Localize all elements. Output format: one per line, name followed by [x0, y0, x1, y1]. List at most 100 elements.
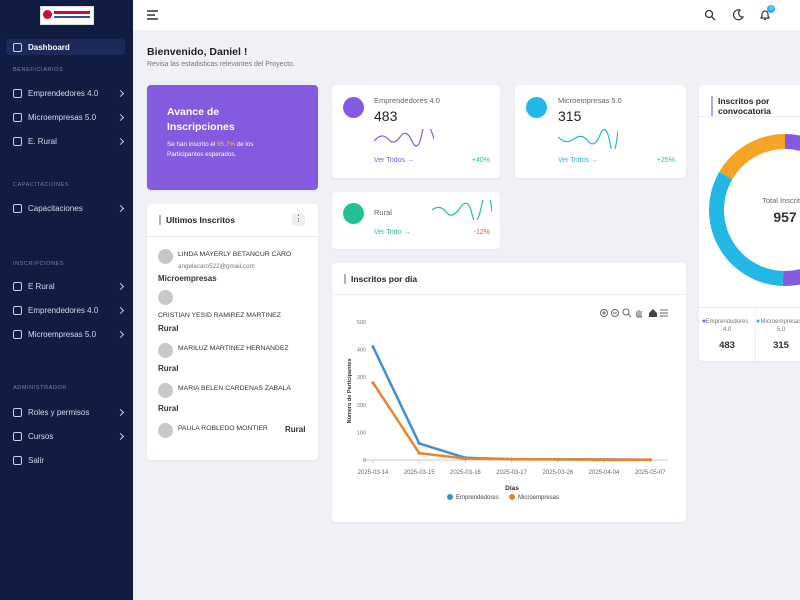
stat-value: 315	[558, 108, 582, 124]
x-tick-label: 2025-03-15	[404, 470, 435, 476]
recent-type: Rural	[158, 364, 179, 373]
card-title: Inscritos por convocatoria	[711, 96, 800, 116]
card-title: Inscritos por día	[344, 274, 417, 284]
nav-label: Salir	[28, 455, 45, 465]
progress-title: Avance de Inscripciones	[167, 106, 235, 133]
line-chart-card: Inscritos por día 0 100 200 300 400 500 2025-0…	[332, 263, 686, 522]
nav-item-active[interactable]: Dashboard	[6, 39, 125, 55]
nav-item[interactable]: E. Rural	[13, 133, 125, 149]
avatar	[158, 423, 173, 438]
search-icon[interactable]	[704, 9, 716, 21]
card-title: Ultimos Inscritos	[159, 215, 235, 225]
nav-section: CAPACITACIONES	[13, 182, 70, 188]
theme-icon[interactable]	[732, 9, 744, 21]
x-tick-label: 2025-03-26	[542, 470, 573, 476]
legend-marker	[702, 319, 706, 323]
nav-label: Roles y permisos	[28, 407, 90, 417]
menu-toggle[interactable]	[147, 10, 159, 20]
progress-text-after: de los Participantes esperados.	[167, 141, 254, 158]
chart-toolbar[interactable]	[600, 307, 672, 319]
divider	[332, 294, 686, 295]
bell-icon[interactable]	[759, 9, 771, 21]
legend-label: Emprendedores	[456, 495, 499, 501]
divider	[699, 307, 800, 308]
nav-label: Dashboard	[28, 42, 70, 52]
avatar	[158, 290, 173, 305]
stat-label: Microempresas 5.0	[558, 96, 622, 105]
nav-item[interactable]: Capacitaciones	[13, 200, 125, 216]
recent-name: MARILUZ MARTINEZ HERNANDEZ	[178, 345, 289, 352]
data-point	[510, 457, 514, 461]
recent-name: LINDA MAYERLY BETANCUR CARO	[178, 251, 292, 258]
legend-marker	[509, 494, 515, 500]
series-line	[371, 382, 651, 461]
nav-item[interactable]: Emprendedores 4.0	[13, 85, 125, 101]
recent-card: Ultimos Inscritos ⋮ LINDA MAYERLY BETANC…	[147, 204, 318, 460]
recent-name: PAULA ROBLEDO MONTIER	[178, 425, 268, 432]
nav-section: INSCRIPCIONES	[13, 261, 65, 267]
recent-type: Rural	[158, 404, 179, 413]
avatar	[158, 249, 173, 264]
nav-item[interactable]: Cursos	[13, 428, 125, 444]
donut-segment	[709, 171, 784, 286]
stat-icon	[526, 97, 547, 118]
nav-item[interactable]: Microempresas 5.0	[13, 326, 125, 342]
x-tick-label: 2025-04-04	[589, 470, 620, 476]
nav-label: Emprendedores 4.0	[28, 305, 99, 315]
stat-label: Rural	[374, 208, 392, 217]
stat-value: 483	[374, 108, 398, 124]
nav-item[interactable]: Salir	[13, 452, 123, 468]
nav-item[interactable]: Emprendedores 4.0	[13, 302, 125, 318]
stat-link[interactable]: Ver Todos →	[558, 157, 598, 164]
more-button[interactable]: ⋮	[292, 213, 305, 226]
y-axis-title: Número de Participantes	[347, 359, 353, 424]
y-tick-label: 200	[357, 403, 366, 409]
divider	[755, 307, 756, 361]
data-point	[371, 345, 375, 349]
stat-card: Emprendedores 4.0 483 Ver Todos → +40%	[332, 85, 500, 178]
avatar	[158, 343, 173, 358]
data-point	[556, 457, 560, 462]
nav-label: E. Rural	[28, 136, 57, 146]
y-tick-label: 0	[363, 458, 366, 464]
recent-email: angelacaro522@gmail.com	[178, 263, 255, 270]
legend-value: 483	[719, 340, 735, 351]
stat-change: +25%	[656, 157, 675, 164]
stat-link-text: Ver Todos	[374, 157, 406, 164]
stat-link[interactable]: Ver Todos →	[374, 157, 414, 164]
data-point	[417, 441, 421, 446]
welcome-subtitle: Revisa las estadisticas relevantes del P…	[147, 61, 295, 68]
x-tick-label: 2025-03-17	[496, 470, 527, 476]
progress-text: Se han inscrito el 95.7% de los Particip…	[167, 140, 262, 159]
x-tick-label: 2025-05-07	[635, 470, 666, 476]
sparkline	[374, 129, 434, 147]
avatar	[158, 383, 173, 398]
nav-label: Emprendedores 4.0	[28, 88, 99, 98]
stat-card: Rural Ver Todo → -12%	[332, 192, 500, 249]
recent-type: Rural	[158, 324, 179, 333]
nav-label: Cursos	[28, 431, 54, 441]
stat-link-text: Ver Todos	[558, 157, 590, 164]
recent-type: Microempresas	[158, 274, 217, 283]
recent-type: Rural	[285, 425, 306, 434]
legend-label: Microempresas 5.0	[760, 319, 800, 333]
legend-value: 315	[773, 340, 790, 351]
nav-section: BENEFICIARIOS	[13, 67, 64, 73]
divider	[699, 116, 800, 117]
nav-item[interactable]: Roles y permisos	[13, 404, 125, 420]
line-chart: 0 100 200 300 400 500 2025-03-14 2025-03-15 2025…	[347, 320, 668, 501]
nav-item[interactable]: E Rural	[13, 278, 125, 294]
topbar: 0	[133, 0, 800, 30]
sidebar: Dashboard BENEFICIARIOS Emprendedores 4.…	[0, 0, 133, 600]
stat-link[interactable]: Ver Todo →	[374, 229, 411, 236]
nav-label: Microempresas 5.0	[28, 112, 97, 122]
nav-label: Microempresas 5.0	[28, 329, 97, 339]
nav-item[interactable]: Microempresas 5.0	[13, 109, 125, 125]
stat-icon	[343, 97, 364, 118]
sparkline	[558, 129, 618, 149]
data-point	[463, 457, 467, 461]
stat-link-text: Ver Todo	[374, 229, 402, 236]
divider	[147, 236, 318, 237]
data-point	[602, 458, 606, 462]
